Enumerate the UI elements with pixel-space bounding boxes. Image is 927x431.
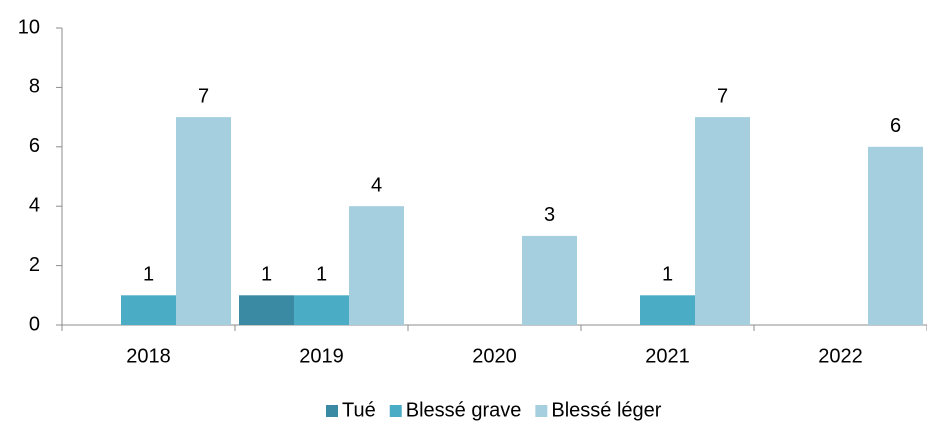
y-tick-label: 0 [29,313,40,335]
bar [640,295,695,325]
bar [176,117,231,325]
x-tick-label: 2021 [645,345,690,367]
bar [121,295,176,325]
legend-swatch [389,405,402,417]
legend-swatch [326,405,338,417]
data-label: 1 [261,264,272,286]
data-label: 1 [143,264,154,286]
x-tick-label: 2018 [126,345,171,367]
y-tick-label: 6 [29,135,40,157]
y-tick-label: 2 [29,254,40,276]
data-label: 1 [316,264,327,286]
bar [695,117,750,325]
bar [522,235,577,325]
bar [868,146,923,325]
y-tick-label: 10 [18,16,40,38]
y-tick-label: 8 [29,76,40,98]
data-label: 6 [890,115,901,137]
data-label: 1 [662,264,673,286]
legend-label: Tué [342,399,376,421]
legend-swatch [535,405,548,417]
data-label: 7 [717,85,728,107]
data-label: 3 [544,204,555,226]
data-label: 4 [371,174,382,196]
legend-label: Blessé léger [551,399,661,421]
data-label: 7 [198,85,209,107]
x-tick-label: 2020 [472,345,517,367]
bar [294,295,349,325]
x-tick-label: 2022 [818,345,863,367]
legend-label: Blessé grave [406,399,522,421]
bar [349,206,404,325]
bar [239,295,294,325]
y-tick-label: 4 [29,194,40,216]
x-tick-label: 2019 [299,345,344,367]
